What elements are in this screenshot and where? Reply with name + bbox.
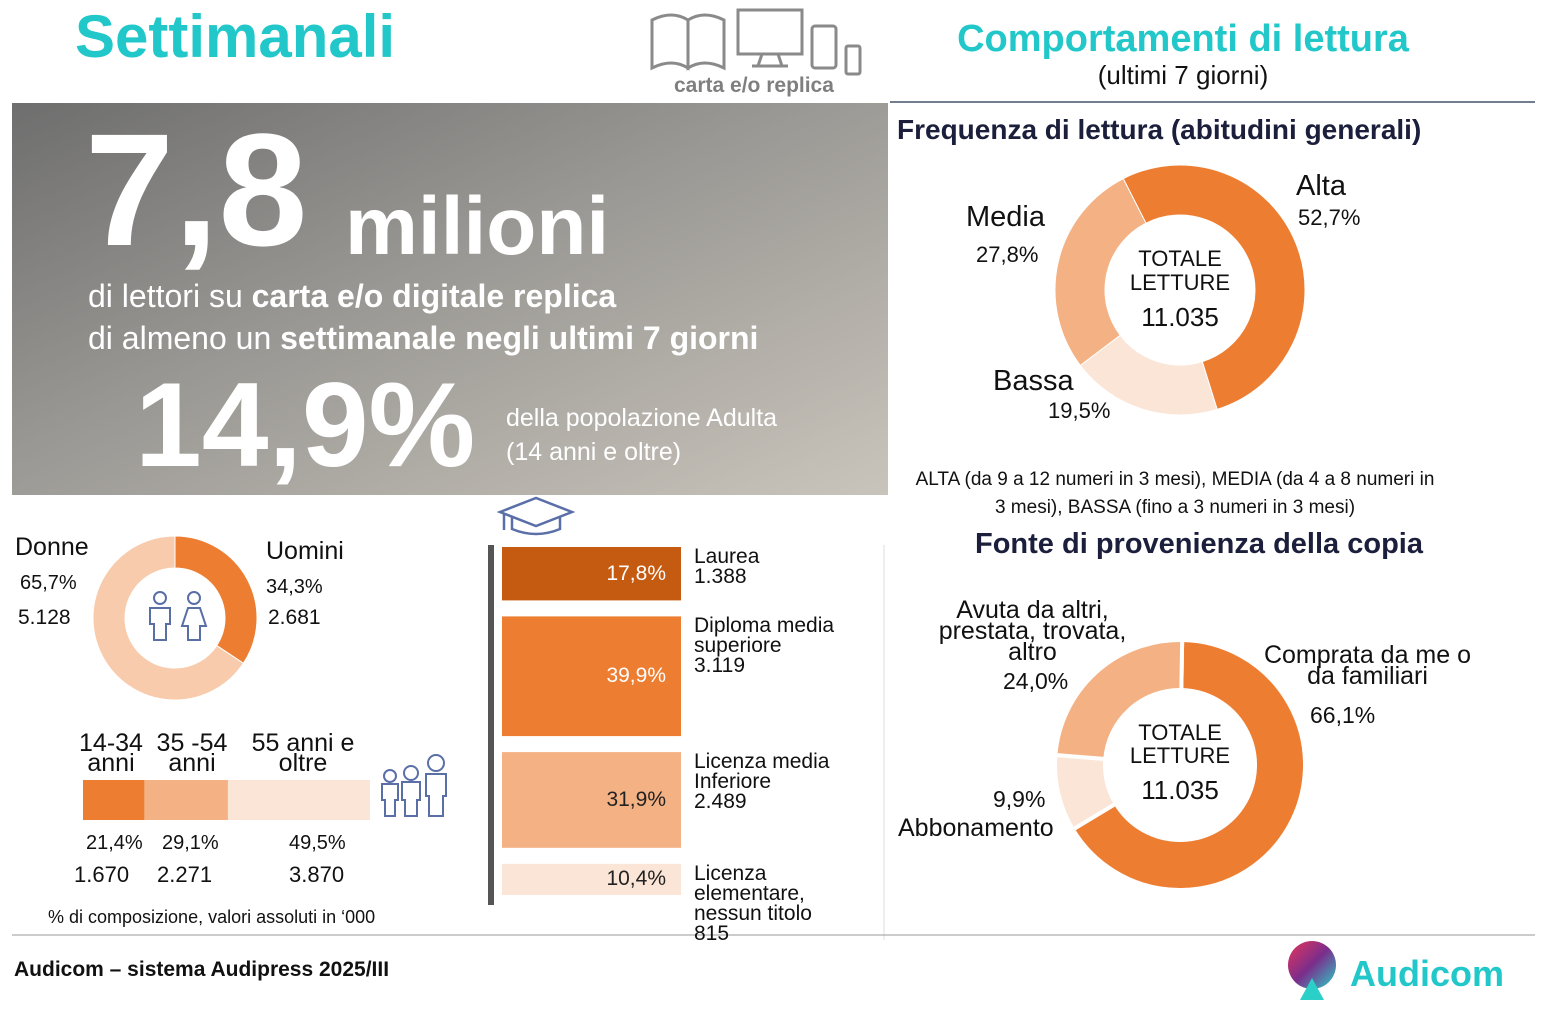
center-text: LETTURE — [1129, 270, 1231, 295]
donut-segment — [1122, 164, 1306, 410]
logo-mark — [1300, 978, 1324, 1000]
text: settimanale negli ultimi 7 giorni — [280, 320, 759, 356]
text: carta e/o digitale replica — [251, 278, 617, 314]
center-text: TOTALE — [1138, 720, 1222, 745]
donut-segment — [1053, 638, 1185, 762]
absolute-label: 2.681 — [268, 606, 321, 629]
education-icon — [496, 496, 576, 536]
media-icons — [650, 8, 862, 76]
absolute-label: 815 — [694, 921, 730, 945]
hero-text: di almeno un settimanale negli ultimi 7 … — [88, 320, 758, 357]
category-label: Abbonamento — [898, 814, 1054, 842]
value-label: 52,7% — [1298, 205, 1361, 230]
text: di almeno un — [88, 320, 272, 356]
logo-text: Audicom — [1350, 953, 1505, 994]
gender-icons — [149, 591, 208, 641]
category-label: Laurea — [694, 545, 760, 568]
value-label: 17,8% — [606, 561, 666, 585]
bar-segment — [227, 780, 370, 820]
icon-caption: carta e/o replica — [674, 74, 834, 97]
category-label: Uomini — [266, 537, 344, 565]
value-label: 29,1% — [162, 832, 219, 854]
donut-segment — [174, 535, 258, 664]
value-label: 10,4% — [606, 867, 666, 891]
value-label: 39,9% — [606, 664, 666, 688]
value-label: 31,9% — [606, 787, 666, 811]
bar-segment — [83, 780, 145, 820]
category-label: 14-34 anni — [79, 729, 143, 777]
hero-text: della popolazione Adulta — [506, 404, 778, 432]
source: Audicom – sistema Audipress 2025/III — [14, 958, 390, 981]
center-total: 11.035 — [1141, 775, 1219, 805]
center-text: TOTALE — [1138, 246, 1222, 271]
category-label: Media — [966, 201, 1045, 233]
logo-mark — [1288, 941, 1336, 989]
section-title: Comportamenti di lettura — [957, 18, 1409, 60]
hero-text: di lettori su carta e/o digitale replica — [88, 278, 616, 315]
hero-text: (14 anni e oltre) — [506, 438, 682, 466]
bar — [502, 547, 681, 601]
category-label: Licenza elementare, nessun titolo — [694, 861, 812, 925]
absolute-label: 1.388 — [694, 565, 747, 588]
chart-title: Frequenza di lettura (abitudini generali… — [897, 114, 1422, 145]
chart-title: Fonte di provenienza della copia — [975, 528, 1423, 560]
hero-number: 7,8 — [85, 100, 308, 279]
category-label: Avuta da altri, prestata, trovata, altro — [938, 596, 1127, 666]
center-text: LETTURE — [1129, 743, 1231, 768]
category-label: 55 anni e oltre — [251, 729, 355, 777]
category-label: Donne — [15, 533, 89, 561]
absolute-label: 3.119 — [694, 654, 745, 678]
value-label: 27,8% — [976, 242, 1039, 267]
donut-segment — [1054, 177, 1147, 367]
value-label: 66,1% — [1310, 702, 1376, 728]
absolute-label: 2.489 — [694, 790, 747, 814]
category-label: Comprata da me o da familiari — [1263, 641, 1472, 690]
center-total: 11.035 — [1141, 302, 1219, 332]
category-label: Bassa — [993, 365, 1074, 397]
text: di lettori su — [88, 278, 243, 314]
bar — [502, 616, 681, 737]
category-label: Diploma media superiore — [694, 614, 835, 658]
value-label: 49,5% — [289, 832, 346, 854]
bar-segment — [144, 780, 228, 820]
donut-segment — [1070, 637, 1307, 892]
absolute-label: 5.128 — [18, 606, 71, 629]
category-label: Licenza media Inferiore — [694, 750, 830, 794]
chart-note: ALTA (da 9 a 12 numeri in 3 mesi), MEDIA… — [915, 469, 1435, 518]
value-label: 19,5% — [1048, 398, 1111, 423]
absolute-label: 3.870 — [289, 862, 345, 887]
value-label: 21,4% — [86, 832, 143, 854]
page-title: Settimanali — [75, 3, 396, 70]
age-icons — [381, 754, 447, 817]
hero-background — [12, 103, 888, 495]
hero-unit: milioni — [345, 181, 610, 272]
hero-percent: 14,9% — [135, 358, 476, 492]
absolute-label: 1.670 — [74, 862, 130, 887]
value-label: 9,9% — [993, 786, 1046, 812]
category-label: Alta — [1296, 170, 1346, 202]
value-label: 24,0% — [1003, 668, 1069, 694]
absolute-label: 2.271 — [157, 862, 213, 887]
bar — [502, 863, 681, 895]
category-label: 35 -54 anni — [156, 729, 228, 777]
chart-note: % di composizione, valori assoluti in ‘0… — [48, 907, 376, 927]
section-subtitle: (ultimi 7 giorni) — [1097, 60, 1269, 90]
value-label: 65,7% — [20, 572, 77, 594]
bar — [502, 752, 681, 848]
value-label: 34,3% — [266, 576, 323, 598]
donut-segment — [92, 535, 245, 701]
